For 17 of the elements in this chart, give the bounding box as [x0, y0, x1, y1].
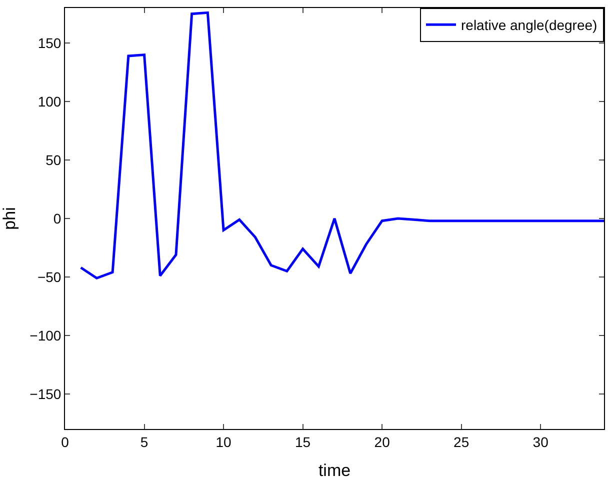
x-tick-label: 25 [454, 434, 470, 450]
y-tick-label: 100 [38, 93, 62, 110]
x-tick-label: 10 [216, 434, 232, 450]
y-tick-label: −150 [30, 386, 62, 402]
x-axis-title: time [318, 461, 351, 480]
y-tick-label: 150 [38, 34, 62, 51]
y-tick-label: 50 [46, 152, 62, 168]
y-axis-title: phi [0, 207, 19, 230]
x-tick-label: 15 [295, 434, 311, 450]
legend-label: relative angle(degree) [461, 17, 598, 34]
y-tick-label: −100 [30, 327, 62, 344]
x-tick-label: 5 [140, 434, 148, 450]
y-tick-label: 0 [53, 210, 62, 226]
line-series [80, 11, 604, 280]
x-tick-label: 30 [532, 434, 549, 450]
x-tick-label: 20 [374, 434, 390, 450]
y-tick-label: −50 [37, 268, 62, 285]
